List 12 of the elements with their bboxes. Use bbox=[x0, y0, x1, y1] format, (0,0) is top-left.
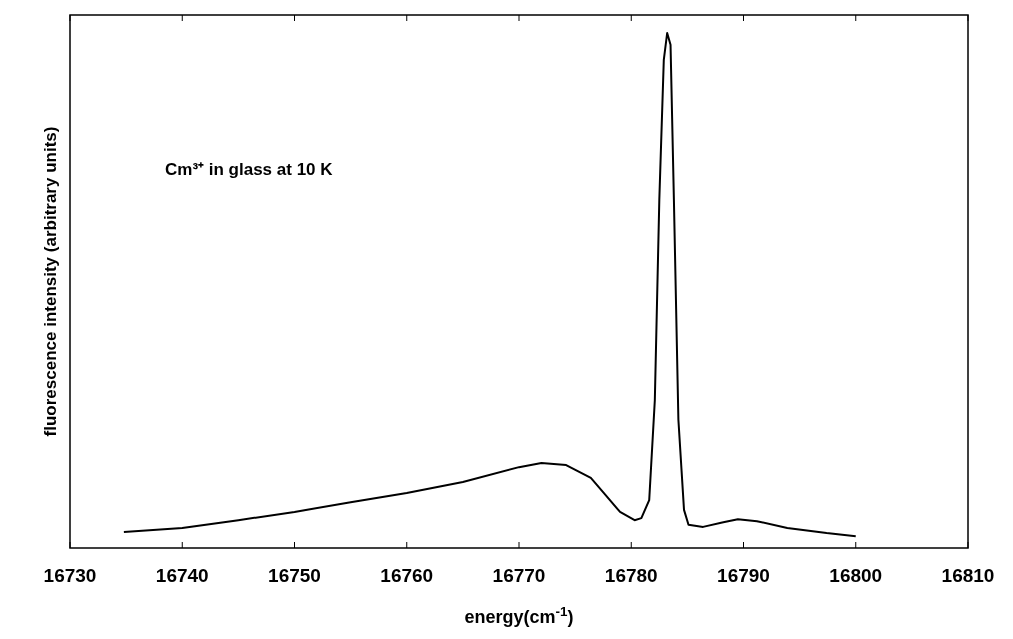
x-axis-title: energy(cm$^{-1}$) bbox=[464, 603, 574, 627]
x-tick-label: 16790 bbox=[717, 565, 770, 586]
x-tick-label: 16810 bbox=[941, 565, 995, 586]
x-tick-label: 16770 bbox=[492, 565, 546, 586]
x-tick-label: 16750 bbox=[268, 565, 321, 586]
annotation: Cm³⁺ in glass at 10 K bbox=[165, 160, 334, 179]
x-tick-label: 16740 bbox=[155, 565, 209, 586]
y-axis-title: fluorescence intensity (arbitrary units) bbox=[41, 126, 60, 437]
x-tick-label: 16730 bbox=[43, 565, 97, 586]
x-tick-label: 16760 bbox=[380, 565, 434, 586]
x-tick-label: 16780 bbox=[604, 565, 658, 586]
x-tick-label: 16800 bbox=[829, 565, 883, 586]
